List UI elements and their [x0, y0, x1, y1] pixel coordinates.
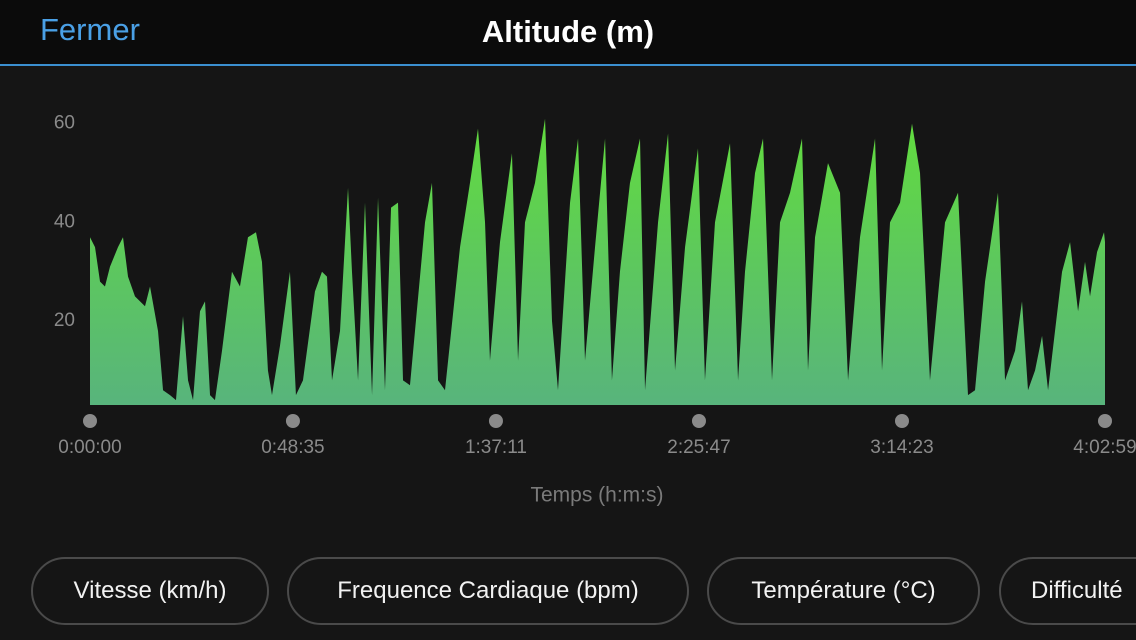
x-tick-label: 0:48:35	[261, 437, 324, 458]
chart: 20 40 60 0:00:00 0:48:35 1:37:11 2:25:47 3:14:2…	[54, 113, 1136, 507]
x-tick-label: 0:00:00	[58, 437, 121, 458]
x-tick-dot	[894, 414, 909, 428]
altitude-area	[90, 118, 1105, 405]
x-tick-label: 2:25:47	[667, 437, 730, 458]
close-button[interactable]: Fermer	[40, 12, 140, 47]
metric-button[interactable]: Vitesse (km/h)	[31, 557, 269, 625]
y-tick-label: 60	[54, 113, 75, 134]
x-tick-dot	[488, 414, 503, 428]
metric-button[interactable]: Frequence Cardiaque (bpm)	[287, 557, 689, 625]
x-tick-label: 1:37:11	[465, 437, 527, 458]
page-title: Altitude (m)	[481, 14, 655, 49]
x-tick-dot	[285, 414, 300, 428]
x-axis-label: Temps (h:m:s)	[530, 484, 663, 507]
x-tick-label: 3:14:23	[870, 437, 933, 458]
y-tick-label: 40	[54, 211, 75, 232]
header: Fermer Altitude (m)	[0, 0, 1136, 66]
metric-button[interactable]: Température (°C)	[707, 557, 980, 625]
x-tick-dot	[1098, 414, 1112, 428]
x-tick-dot	[691, 414, 706, 428]
x-tick-dot	[83, 414, 97, 428]
y-tick-label: 20	[54, 310, 75, 331]
metric-button[interactable]: Difficulté	[999, 557, 1136, 625]
x-tick-label: 4:02:59	[1073, 437, 1136, 458]
